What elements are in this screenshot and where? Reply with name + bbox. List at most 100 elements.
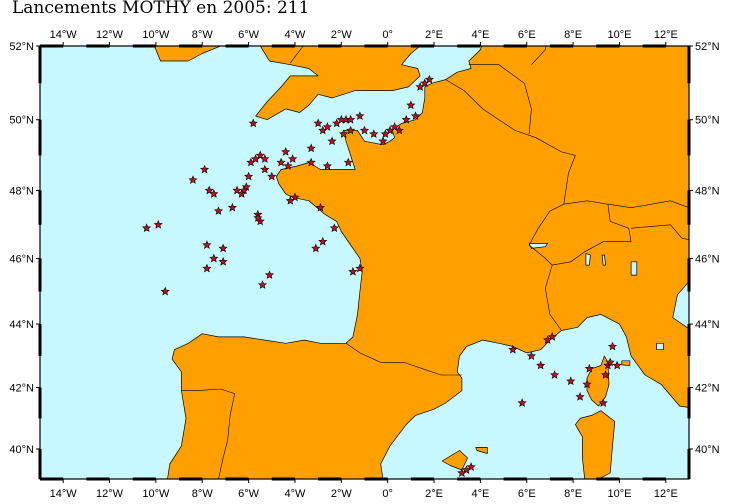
launch-marker-star <box>466 462 476 471</box>
great-britain <box>255 46 421 121</box>
lat-tick-label-right: 50°N <box>695 115 720 127</box>
border-france-italy <box>544 265 562 331</box>
launch-marker-star <box>348 267 358 276</box>
lake <box>656 342 664 351</box>
border-netherlands-germany <box>531 46 547 65</box>
launch-marker-star <box>401 114 411 124</box>
land-layer <box>154 46 689 479</box>
lon-tick-label-top: 8°W <box>192 29 214 41</box>
launch-marker-star <box>346 125 356 135</box>
launch-marker-star <box>536 360 546 370</box>
map-title: Lancements MOTHY en 2005: 211 <box>12 0 310 18</box>
launch-marker-star <box>550 370 560 379</box>
launch-marker-star <box>508 344 518 354</box>
lat-tick-label-left: 50°N <box>9 115 34 127</box>
launch-marker-star <box>276 157 286 167</box>
country-borders <box>181 46 689 479</box>
launch-marker-star <box>257 280 268 289</box>
lat-tick-label-left: 46°N <box>9 253 34 265</box>
lat-tick-label-left: 48°N <box>9 185 34 197</box>
launch-marker-star <box>311 243 321 253</box>
continental-europe <box>167 46 689 479</box>
corsica <box>586 355 610 407</box>
lon-tick-label-bottom: 10°E <box>607 488 631 500</box>
border-switzerland <box>552 200 632 266</box>
launch-marker-star <box>612 360 622 370</box>
launch-marker-star <box>260 164 270 174</box>
launch-marker-star <box>202 263 212 273</box>
launch-marker-star <box>526 351 536 360</box>
lon-tick-label-top: 14°W <box>50 29 78 41</box>
lon-tick-label-bottom: 14°W <box>50 488 78 500</box>
launch-marker-star <box>346 114 356 124</box>
launch-marker-star <box>200 164 210 174</box>
launch-marker-star <box>142 223 152 233</box>
lat-tick-label-left: 42°N <box>9 382 34 394</box>
launch-marker-star <box>410 111 421 120</box>
lon-tick-label-bottom: 12°W <box>96 488 124 500</box>
lat-tick-label-right: 42°N <box>695 382 720 394</box>
latitude-ticks-left: 52°N 50°N 48°N 46°N 44°N 42°N 40°N <box>9 41 40 456</box>
lon-tick-label-top: 12°W <box>96 29 124 41</box>
launch-marker-star <box>322 161 332 170</box>
latitude-ticks-right: 52°N 50°N 48°N 46°N 44°N 42°N 40°N <box>689 41 720 456</box>
launch-marker-star <box>218 257 228 266</box>
lon-tick-label-top: 10°E <box>607 29 631 41</box>
lat-tick-label-right: 46°N <box>695 253 720 265</box>
launch-marker-star <box>607 341 618 351</box>
launch-marker-star <box>227 202 237 212</box>
launch-marker-star <box>209 253 219 263</box>
lon-tick-label-top: 10°W <box>142 29 170 41</box>
launch-marker-star <box>394 125 404 135</box>
lon-tick-label-bottom: 6°E <box>518 488 536 500</box>
launch-marker-star <box>315 202 326 212</box>
lon-tick-label-top: 2°E <box>425 29 443 41</box>
launch-marker-star <box>306 143 316 153</box>
launch-marker-star <box>264 270 275 279</box>
lon-tick-label-bottom: 0° <box>382 488 393 500</box>
lon-tick-label-top: 0° <box>382 29 393 41</box>
launch-marker-star <box>153 220 163 229</box>
launch-marker-star <box>281 147 291 156</box>
launch-marker-star <box>322 122 332 131</box>
lon-tick-label-bottom: 4°E <box>471 488 489 500</box>
launch-marker-star <box>339 129 349 138</box>
launch-marker-star <box>355 263 365 273</box>
launch-marker-star <box>209 189 219 198</box>
sardinia <box>575 410 616 479</box>
lon-tick-label-top: 8°E <box>564 29 582 41</box>
frame-scale-bars <box>38 44 691 481</box>
launch-marker-star <box>575 391 585 401</box>
launch-marker-star <box>248 118 258 128</box>
border-france-spain <box>345 343 462 376</box>
lat-tick-label-right: 52°N <box>695 41 720 53</box>
border-spain-portugal <box>181 388 236 479</box>
lon-tick-label-bottom: 2°E <box>425 488 443 500</box>
elba <box>621 360 631 366</box>
launch-marker-star <box>378 136 388 146</box>
launch-marker-star <box>547 332 557 341</box>
launch-marker-star <box>605 357 615 367</box>
longitude-ticks-bottom: 14°W 12°W 10°W 8°W 6°W 4°W 2°W 0° 2°E 4°E 6°E 8°E 10… <box>50 479 678 500</box>
launch-marker-star <box>601 370 611 379</box>
menorca <box>475 447 488 454</box>
launch-marker-star <box>369 129 379 138</box>
launch-marker-star <box>239 185 249 195</box>
launch-marker-star <box>267 171 277 181</box>
lat-tick-label-right: 44°N <box>695 319 720 331</box>
lon-tick-label-top: 6°W <box>238 29 260 41</box>
launch-marker-star <box>359 125 370 135</box>
launch-marker-star <box>218 243 228 253</box>
lake <box>528 243 548 249</box>
launch-marker-star <box>244 171 254 181</box>
launch-markers <box>142 74 622 477</box>
launch-marker-star <box>329 223 339 233</box>
launch-marker-star <box>517 398 527 407</box>
lon-tick-label-top: 2°W <box>331 29 353 41</box>
longitude-ticks-top: 14°W 12°W 10°W 8°W 6°W 4°W 2°W 0° 2°E 4°E 6°E 8°E 10… <box>50 29 678 46</box>
launch-marker-star <box>355 111 365 120</box>
launch-marker-star <box>285 196 295 205</box>
border-wales-england <box>290 46 304 64</box>
lon-tick-label-bottom: 2°W <box>331 488 353 500</box>
border-italy-austria <box>631 224 689 240</box>
